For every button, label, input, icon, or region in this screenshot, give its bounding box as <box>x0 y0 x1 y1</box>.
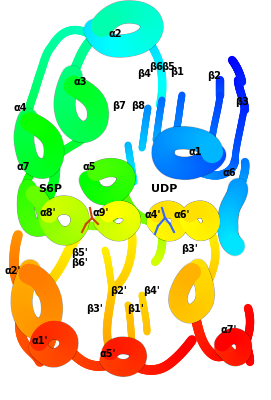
Text: β6: β6 <box>149 62 163 72</box>
Text: α5: α5 <box>83 162 96 172</box>
Text: α4': α4' <box>145 210 161 220</box>
Text: β2: β2 <box>207 71 221 81</box>
Text: α7: α7 <box>16 162 30 172</box>
Text: β2': β2' <box>110 286 127 296</box>
Text: α2: α2 <box>108 29 122 39</box>
Text: α2': α2' <box>5 266 21 276</box>
Text: α8': α8' <box>39 208 56 218</box>
Text: S6P: S6P <box>38 184 62 194</box>
Text: β1': β1' <box>127 304 144 314</box>
Text: β4': β4' <box>143 286 160 296</box>
Text: α6: α6 <box>222 168 236 178</box>
Text: α3: α3 <box>73 77 87 87</box>
Text: α6': α6' <box>173 210 190 220</box>
Text: α7': α7' <box>221 325 237 335</box>
Text: UDP: UDP <box>151 184 177 194</box>
Text: β7: β7 <box>112 101 126 111</box>
Text: β4: β4 <box>137 69 151 79</box>
Text: β3: β3 <box>235 97 250 107</box>
Text: β6': β6' <box>72 258 88 268</box>
Text: α4: α4 <box>14 103 27 113</box>
Text: β3': β3' <box>86 304 103 314</box>
Text: β3': β3' <box>181 244 198 254</box>
Text: α1': α1' <box>31 336 47 346</box>
Text: α9': α9' <box>92 208 108 218</box>
Text: α1: α1 <box>188 147 202 157</box>
Text: β5: β5 <box>161 62 175 72</box>
Text: β8: β8 <box>131 101 145 111</box>
Text: α5': α5' <box>100 349 116 359</box>
Text: β5': β5' <box>72 248 88 258</box>
Text: β1: β1 <box>170 67 185 77</box>
